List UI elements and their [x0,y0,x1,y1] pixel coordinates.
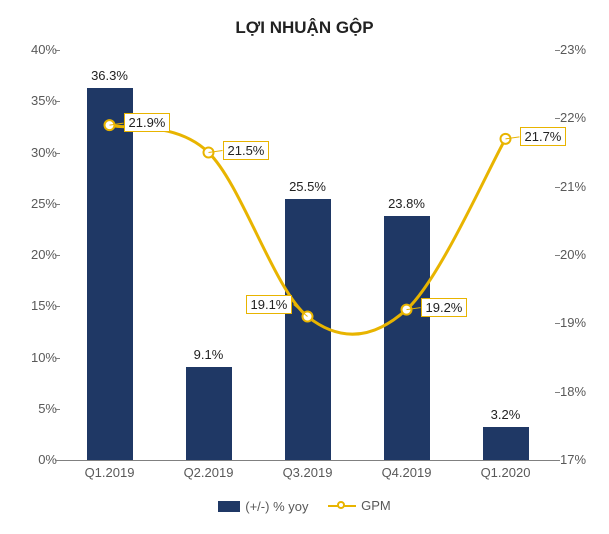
bar-value-label: 3.2% [491,407,521,422]
x-category-label: Q4.2019 [382,465,432,480]
y-right-tick-label: 18% [560,384,605,399]
line-swatch-icon [328,500,356,512]
bar [87,88,133,460]
legend: (+/-) % yoy GPM [0,498,609,515]
x-category-label: Q2.2019 [184,465,234,480]
gpm-value-label: 19.2% [421,298,468,317]
gpm-value-label: 21.7% [520,127,567,146]
x-category-label: Q3.2019 [283,465,333,480]
y-right-tick-label: 22% [560,110,605,125]
y-left-tick-label: 0% [7,452,57,467]
x-category-label: Q1.2019 [85,465,135,480]
y-right-tick-label: 19% [560,315,605,330]
x-category-label: Q1.2020 [481,465,531,480]
legend-item-bar: (+/-) % yoy [218,499,308,514]
bar-swatch-icon [218,501,240,512]
plot-area [60,50,555,461]
y-left-tick-label: 20% [7,247,57,262]
legend-item-line: GPM [328,498,391,513]
bar-value-label: 36.3% [91,68,128,83]
y-left-tick-label: 40% [7,42,57,57]
legend-label-line: GPM [361,498,391,513]
y-right-tick-label: 23% [560,42,605,57]
y-left-tick-label: 35% [7,93,57,108]
gross-profit-chart: LỢI NHUẬN GỘP (+/-) % yoy GPM 0% 5% 10% 15%… [0,0,609,534]
y-left-tick-label: 10% [7,350,57,365]
chart-title: LỢI NHUẬN GỘP [0,18,609,38]
y-left-tick-label: 30% [7,145,57,160]
y-left-tick-label: 25% [7,196,57,211]
bar-value-label: 23.8% [388,196,425,211]
gpm-value-label: 19.1% [246,295,293,314]
bar [384,216,430,460]
bar-value-label: 25.5% [289,179,326,194]
y-right-tick-label: 17% [560,452,605,467]
legend-label-bar: (+/-) % yoy [245,499,308,514]
y-left-tick-label: 5% [7,401,57,416]
y-right-tick-label: 21% [560,179,605,194]
bar-value-label: 9.1% [194,347,224,362]
bar [483,427,529,460]
gpm-value-label: 21.5% [223,141,270,160]
gpm-value-label: 21.9% [124,113,171,132]
y-right-tick-label: 20% [560,247,605,262]
bar [285,199,331,460]
y-left-tick-label: 15% [7,298,57,313]
bar [186,367,232,460]
